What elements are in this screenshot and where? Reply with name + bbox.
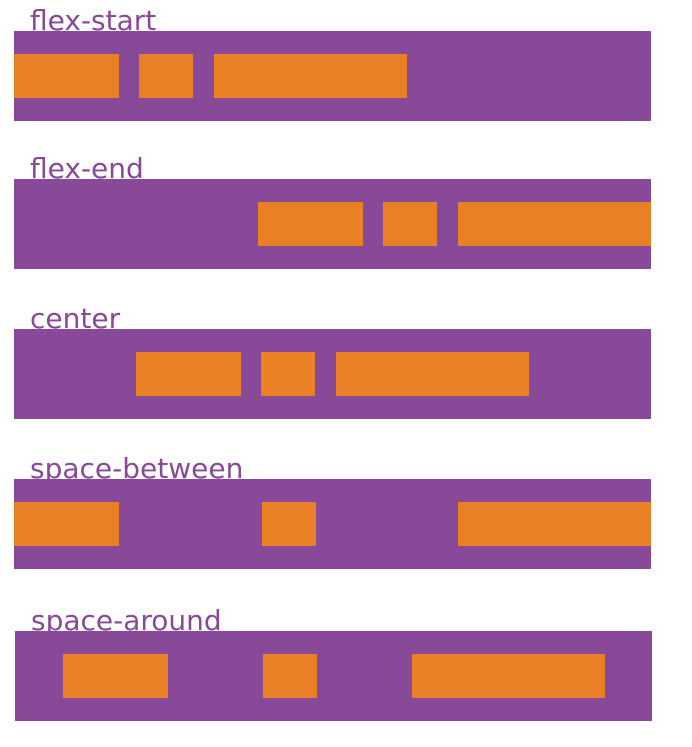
demo-label: space-between: [30, 452, 244, 485]
flex-item: [139, 54, 193, 98]
flex-item: [62, 654, 168, 698]
flex-container: [14, 179, 651, 269]
flex-item: [458, 502, 651, 546]
flex-container: [14, 479, 651, 569]
demo-label: center: [30, 302, 121, 335]
flex-item: [261, 352, 315, 396]
flex-item: [136, 352, 241, 396]
flex-item: [14, 54, 119, 98]
flex-item: [336, 352, 529, 396]
flex-item: [411, 654, 605, 698]
demo-label: flex-start: [30, 4, 157, 37]
flex-item: [214, 54, 407, 98]
flex-item: [458, 202, 651, 246]
flex-item: [258, 202, 363, 246]
demo-label: space-around: [31, 604, 222, 637]
flex-container: [14, 329, 651, 419]
flex-container: [15, 631, 652, 721]
flex-item: [261, 502, 316, 546]
flex-container: [14, 31, 651, 121]
flex-item: [383, 202, 437, 246]
demo-label: flex-end: [30, 152, 144, 185]
flex-item: [14, 502, 119, 546]
flex-item: [262, 654, 317, 698]
